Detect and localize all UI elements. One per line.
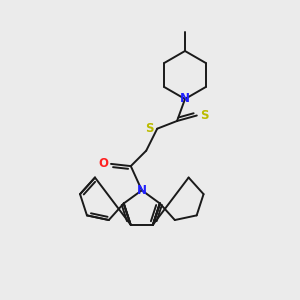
Text: S: S (201, 109, 209, 122)
Text: N: N (137, 184, 147, 197)
Text: O: O (98, 158, 108, 170)
Text: S: S (145, 122, 153, 135)
Text: N: N (180, 92, 190, 106)
